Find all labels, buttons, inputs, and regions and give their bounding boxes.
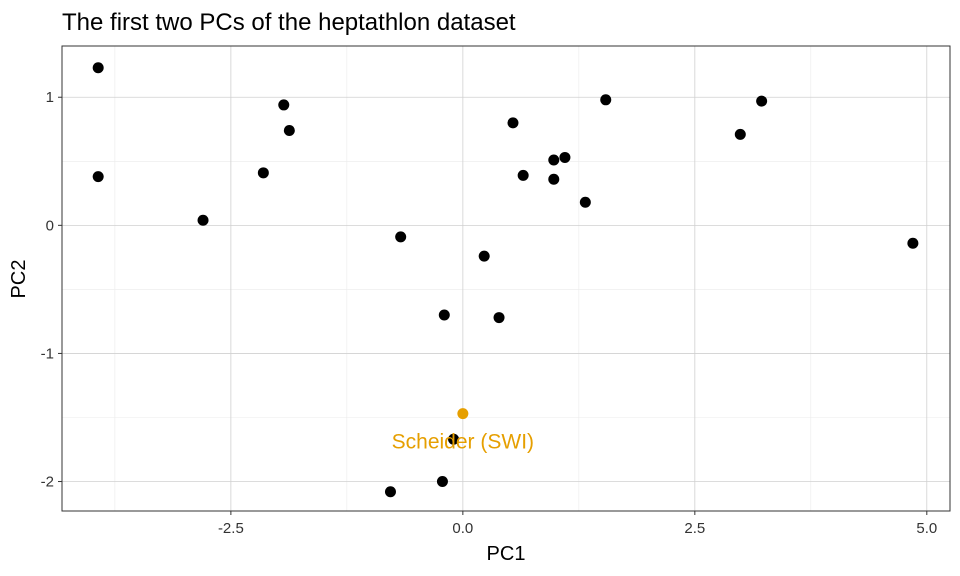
y-tick-label-3: 1	[46, 89, 54, 106]
data-point-14	[559, 151, 571, 163]
data-point-3	[257, 167, 269, 179]
data-point-7	[438, 309, 450, 321]
plot-panel-border	[61, 45, 951, 512]
highlight-label: Scheider (SWI)	[392, 431, 534, 454]
x-tick-label-2: 2.5	[684, 520, 705, 537]
data-point-22	[436, 476, 448, 488]
x-axis: -2.5 0.0 2.5 5.0	[218, 511, 937, 537]
x-tick-label-0: -2.5	[218, 520, 244, 537]
y-tick-label-0: -2	[41, 474, 54, 491]
x-tick-label-1: 0.0	[452, 520, 473, 537]
data-point-20	[448, 433, 460, 445]
x-axis-title: PC1	[487, 543, 526, 565]
data-point-9	[493, 312, 505, 324]
data-point-12	[548, 154, 560, 166]
data-points	[92, 62, 919, 498]
data-point-6	[395, 231, 407, 243]
data-point-15	[579, 196, 591, 208]
grid	[62, 46, 950, 511]
data-point-2	[197, 214, 209, 226]
y-tick-label-1: -1	[41, 345, 54, 362]
data-point-10	[507, 117, 519, 129]
highlight-group: Scheider (SWI)	[392, 408, 534, 454]
y-tick-label-2: 0	[46, 217, 54, 234]
highlight-point	[457, 408, 469, 420]
data-point-11	[517, 169, 529, 181]
data-point-21	[384, 486, 396, 498]
x-tick-label-3: 5.0	[916, 520, 937, 537]
data-point-19	[907, 237, 919, 249]
data-point-1	[92, 171, 104, 183]
data-point-8	[478, 250, 490, 262]
data-point-4	[278, 99, 290, 111]
data-point-18	[756, 95, 768, 107]
data-point-0	[92, 62, 104, 74]
data-point-5	[283, 125, 295, 137]
y-axis: -2 -1 0 1	[41, 89, 62, 491]
data-point-17	[734, 128, 746, 140]
data-point-13	[548, 173, 560, 185]
y-axis-title: PC2	[8, 260, 30, 299]
chart-title: The first two PCs of the heptathlon data…	[62, 9, 516, 36]
data-point-16	[600, 94, 612, 106]
